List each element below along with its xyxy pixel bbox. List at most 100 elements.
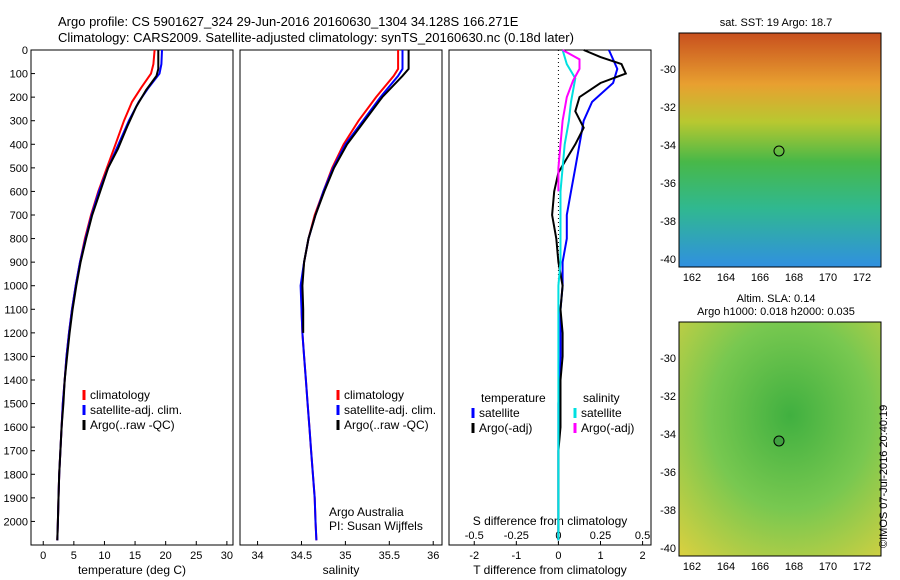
x-tick-label: 2 xyxy=(640,550,646,562)
map-x-tick-label: 170 xyxy=(819,272,837,284)
x-tick-label: -2 xyxy=(469,550,479,562)
x-tick-label-s: 0.5 xyxy=(635,530,650,542)
y-tick-label: 800 xyxy=(10,234,28,246)
map-y-tick-label: -30 xyxy=(660,353,676,365)
x-axis-label-top: S difference from climatology xyxy=(473,514,628,528)
map-y-tick-label: -34 xyxy=(660,140,676,152)
legend-label: Argo(-adj) xyxy=(581,421,634,435)
x-tick-label: 35 xyxy=(339,550,351,562)
x-tick-label: 0 xyxy=(555,550,561,562)
map-x-tick-label: 164 xyxy=(717,561,735,573)
y-tick-label: 300 xyxy=(10,116,28,128)
y-tick-label: 500 xyxy=(10,163,28,175)
legend-label: temperature xyxy=(481,391,546,405)
y-tick-label: 200 xyxy=(10,92,28,104)
x-tick-label: 34 xyxy=(251,550,263,562)
series-line xyxy=(557,49,581,192)
x-tick-label: 25 xyxy=(190,550,202,562)
panel-frame xyxy=(30,49,234,546)
map-title: Altim. SLA: 0.14 xyxy=(737,293,816,305)
x-axis-label: T difference from climatology xyxy=(473,563,627,577)
timestamp-stamp: ©IMOS 07-Jul-2016 20:40:19 xyxy=(878,404,890,548)
map-y-tick-label: -32 xyxy=(660,102,676,114)
x-tick-label: 36 xyxy=(427,550,439,562)
x-axis-label: salinity xyxy=(323,563,360,577)
map-x-tick-label: 166 xyxy=(751,561,769,573)
map-y-tick-label: -40 xyxy=(660,543,676,555)
argo-location-marker-sla xyxy=(773,435,785,447)
legend-label: salinity xyxy=(583,391,620,405)
x-tick-label: 30 xyxy=(221,550,233,562)
series-line xyxy=(557,49,619,541)
x-tick-label-s: -0.5 xyxy=(465,530,484,542)
legend-label: Argo(..raw -QC) xyxy=(344,418,429,432)
y-tick-label: 0 xyxy=(22,45,28,57)
y-tick-label: 100 xyxy=(10,69,28,81)
legend-label: satellite-adj. clim. xyxy=(344,403,436,417)
y-tick-label: 700 xyxy=(10,210,28,222)
y-tick-label: 2000 xyxy=(4,516,28,528)
map-y-tick-label: -36 xyxy=(660,467,676,479)
map-x-tick-label: 164 xyxy=(717,272,735,284)
map-y-tick-label: -40 xyxy=(660,254,676,266)
y-tick-label: 1000 xyxy=(4,281,28,293)
map-y-tick-label: -38 xyxy=(660,216,676,228)
panel-frame xyxy=(239,49,443,546)
x-tick-label-s: -0.25 xyxy=(504,530,529,542)
map-x-tick-label: 168 xyxy=(785,561,803,573)
series-line xyxy=(56,49,156,541)
legend-label: climatology xyxy=(344,388,404,402)
y-tick-label: 1300 xyxy=(4,351,28,363)
legend-label: Argo(-adj) xyxy=(479,421,532,435)
map-y-tick-label: -32 xyxy=(660,391,676,403)
legend-label: Argo(..raw -QC) xyxy=(90,418,175,432)
y-tick-label: 1100 xyxy=(4,304,28,316)
series-line xyxy=(299,50,404,541)
x-tick-label: 34.5 xyxy=(291,550,312,562)
map-title: Argo h1000: 0.018 h2000: 0.035 xyxy=(697,306,855,318)
y-tick-label: 1200 xyxy=(4,328,28,340)
panel-1: 0 5 10 15 20 25 300100200300400500600700800900… xyxy=(4,45,234,577)
y-tick-label: 1500 xyxy=(4,399,28,411)
map-x-tick-label: 170 xyxy=(819,561,837,573)
map-y-tick-label: -36 xyxy=(660,178,676,190)
x-tick-label: 0 xyxy=(40,550,46,562)
y-tick-label: 600 xyxy=(10,186,28,198)
map-x-tick-label: 166 xyxy=(751,272,769,284)
panel-3: -2 -1 0 1 2 T difference from climatology S di… xyxy=(448,49,652,577)
x-tick-label: 20 xyxy=(160,550,172,562)
y-tick-label: 1400 xyxy=(4,375,28,387)
y-tick-label: 1600 xyxy=(4,422,28,434)
map-x-tick-label: 168 xyxy=(785,272,803,284)
legend-label: climatology xyxy=(90,388,150,402)
map-y-tick-label: -30 xyxy=(660,64,676,76)
annotation-text: PI: Susan Wijffels xyxy=(329,519,423,533)
map-title: sat. SST: 19 Argo: 18.7 xyxy=(720,17,833,29)
legend-label: satellite-adj. clim. xyxy=(90,403,182,417)
x-axis-label: temperature (deg C) xyxy=(78,563,186,577)
y-tick-label: 1800 xyxy=(4,469,28,481)
map-y-tick-label: -34 xyxy=(660,429,676,441)
map-y-tick-label: -38 xyxy=(660,505,676,517)
y-tick-label: 900 xyxy=(10,257,28,269)
panel-frame xyxy=(448,49,652,546)
series-line xyxy=(56,50,160,541)
x-tick-label: -1 xyxy=(511,550,521,562)
x-tick-label: 5 xyxy=(71,550,77,562)
y-tick-label: 1700 xyxy=(4,446,28,458)
y-tick-label: 1900 xyxy=(4,493,28,505)
map-x-tick-label: 162 xyxy=(683,272,701,284)
x-tick-label: 1 xyxy=(597,550,603,562)
header-line-2: Climatology: CARS2009. Satellite-adjuste… xyxy=(58,30,574,45)
x-tick-label-s: 0.25 xyxy=(590,530,611,542)
x-tick-label: 35.5 xyxy=(379,550,400,562)
annotation-text: Argo Australia xyxy=(329,505,404,519)
legend-label: satellite xyxy=(581,406,622,420)
series-line xyxy=(56,49,163,541)
series-line xyxy=(301,50,410,333)
map-x-tick-label: 162 xyxy=(683,561,701,573)
panel-2: 34 34.5 35 35.5 36 salinity climatologysatelli… xyxy=(239,49,443,577)
argo-location-marker-sst xyxy=(773,145,785,157)
series-line xyxy=(300,50,400,541)
